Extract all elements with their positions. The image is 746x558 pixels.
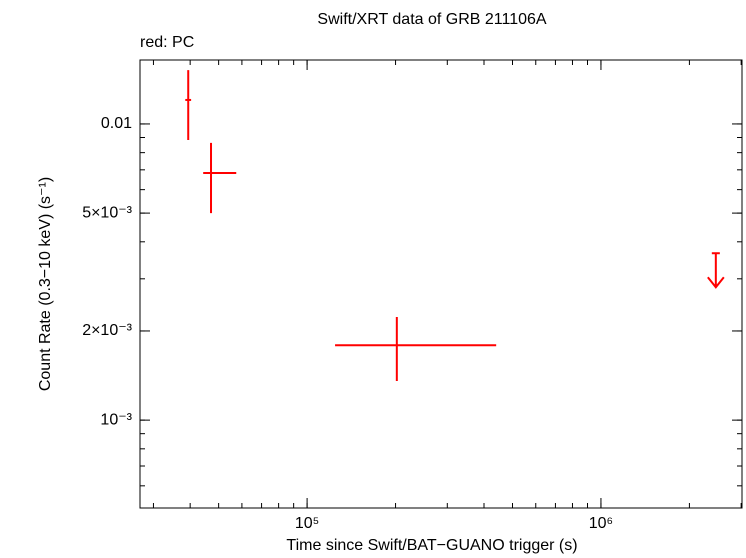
y-tick-label: 5×10⁻³ (82, 204, 132, 221)
y-axis-label: Count Rate (0.3−10 keV) (s⁻¹) (37, 177, 54, 391)
x-axis-label: Time since Swift/BAT−GUANO trigger (s) (286, 537, 577, 554)
y-tick-label: 0.01 (101, 115, 132, 132)
x-tick-label: 10⁵ (295, 515, 319, 532)
plot-frame (139, 59, 743, 509)
chart-title: Swift/XRT data of GRB 211106A (317, 11, 546, 28)
x-tick-label: 10⁶ (589, 515, 613, 532)
y-tick-label: 2×10⁻³ (82, 322, 132, 339)
subtitle: red: PC (140, 34, 194, 51)
upper-limit-arrow (707, 253, 725, 289)
y-tick-label: 10⁻³ (100, 411, 132, 428)
